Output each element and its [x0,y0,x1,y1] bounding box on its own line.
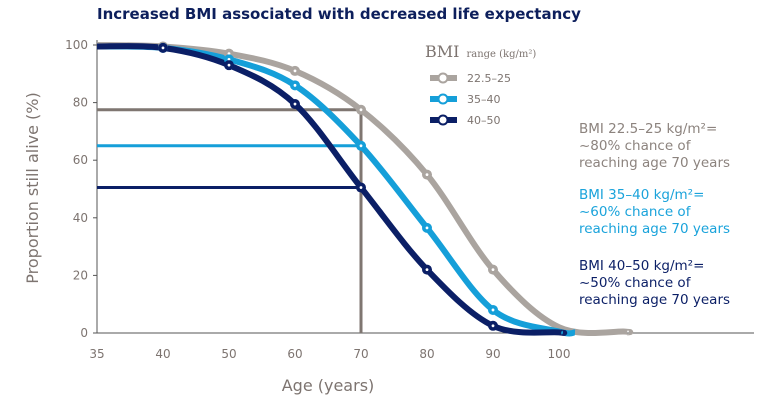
x-tick-label: 70 [353,347,368,361]
axes: 0 20 40 60 80 100 35 40 50 60 70 80 90 100 [65,38,754,361]
data-point-center [425,173,429,177]
legend-marker [437,93,449,105]
data-point-center [359,108,363,112]
x-tick-label: 50 [221,347,236,361]
annotations: BMI 22.5–25 kg/m²=~80% chance ofreaching… [579,121,730,308]
annotation-line: reaching age 70 years [579,221,730,237]
legend-title: BMI range (kg/m²) [425,42,536,61]
annotation-line: reaching age 70 years [579,292,730,308]
series-line-0 [96,42,634,337]
y-tick-label: 40 [73,211,88,225]
legend-title-text: BMI [425,42,459,61]
data-point-center [161,46,165,50]
data-point-center [359,186,363,189]
data-point-center [227,58,231,61]
reference-lines [97,108,363,333]
data-point-center [293,102,297,106]
annotation-line: ~50% chance of [579,275,692,291]
x-tick-label: 35 [89,347,104,361]
data-point-center [227,52,231,56]
data-point-center [227,63,231,67]
x-tick-label: 40 [155,347,170,361]
data-point-center [491,308,495,312]
legend-subtitle: range (kg/m²) [466,49,536,60]
data-point-center [491,268,495,272]
y-tick-label: 20 [73,268,88,282]
data-point-center [293,69,297,73]
annotation-line: BMI 40–50 kg/m²= [579,258,704,274]
data-point-center [425,226,429,230]
annotation-line: BMI 22.5–25 kg/m²= [579,121,717,137]
data-point-center [491,324,495,328]
x-tick-label: 100 [548,347,571,361]
series-group [96,41,634,337]
legend-marker [437,72,449,84]
annotation-line: ~80% chance of [579,138,692,154]
x-tick-label: 90 [485,347,500,361]
legend-label: 22.5–25 [467,72,511,85]
data-point-center [293,83,297,87]
legend-label: 35–40 [467,93,501,106]
annotation-line: reaching age 70 years [579,155,730,171]
x-axis-label: Age (years) [282,376,375,395]
x-tick-label: 80 [419,347,434,361]
legend-marker [437,114,449,126]
legend-label: 40–50 [467,114,501,127]
data-point-center [359,144,363,148]
y-axis-label: Proportion still alive (%) [23,92,42,283]
chart-title: Increased BMI associated with decreased … [97,5,581,23]
y-tick-label: 0 [80,326,88,340]
y-tick-label: 80 [73,96,88,110]
annotation-line: BMI 35–40 kg/m²= [579,187,704,203]
annotation-line: ~60% chance of [579,204,692,220]
y-tick-label: 100 [65,38,88,52]
x-tick-label: 60 [287,347,302,361]
y-tick-label: 60 [73,153,88,167]
legend: BMI range (kg/m²) 22.5–25 35–40 40–50 [425,42,536,127]
data-point-center [425,268,429,272]
